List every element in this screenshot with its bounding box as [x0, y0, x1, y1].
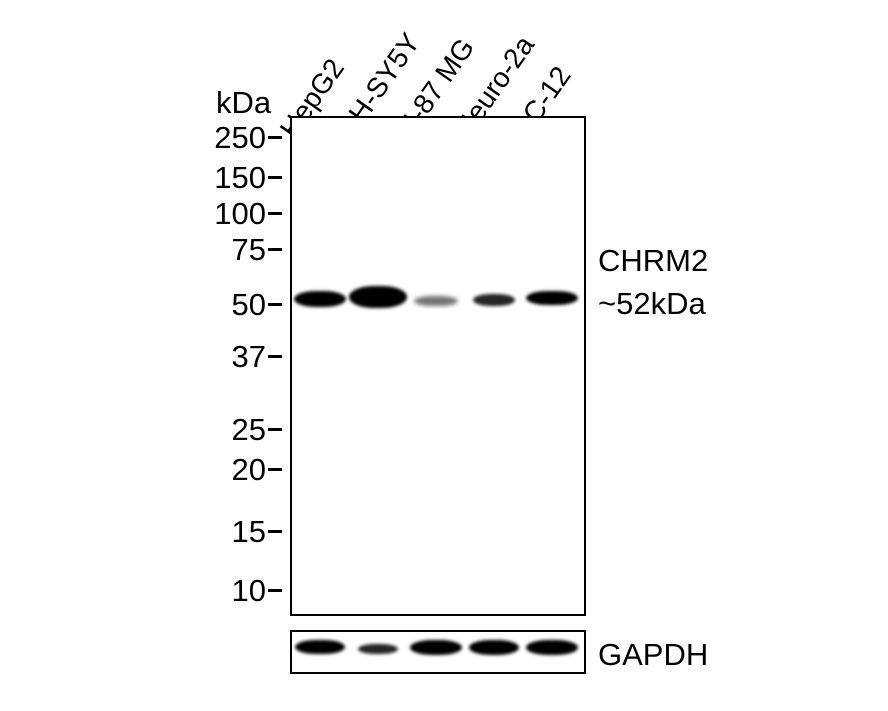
mw-tick — [268, 303, 282, 306]
mw-50: 50 — [210, 287, 266, 323]
mw-tick — [268, 468, 282, 471]
band-chrm2-lane1 — [294, 291, 346, 307]
mw-10: 10 — [210, 573, 266, 609]
mw-tick — [268, 212, 282, 215]
mw-150: 150 — [210, 160, 266, 196]
band-gapdh-lane3 — [410, 640, 462, 655]
mw-75: 75 — [210, 232, 266, 268]
mw-tick — [268, 428, 282, 431]
band-gapdh-lane1 — [295, 640, 345, 654]
band-gapdh-lane5 — [526, 640, 578, 655]
band-chrm2-lane2 — [349, 286, 407, 308]
band-chrm2-lane4 — [473, 294, 515, 306]
mw-tick — [268, 530, 282, 533]
mw-37: 37 — [210, 339, 266, 375]
mw-250: 250 — [210, 120, 266, 156]
mw-25: 25 — [210, 412, 266, 448]
band-chrm2-lane5 — [526, 291, 578, 305]
main-blot-box — [290, 116, 586, 616]
mw-tick — [268, 176, 282, 179]
western-blot-figure: kDa HepG2 SH-SY5Y U-87 MG Neuro-2a PC-12… — [0, 0, 888, 711]
observed-mw-label: ~52kDa — [598, 286, 706, 322]
band-gapdh-lane4 — [469, 640, 519, 655]
band-chrm2-lane3 — [414, 296, 458, 306]
target-name-label: CHRM2 — [598, 243, 708, 279]
mw-tick — [268, 355, 282, 358]
mw-15: 15 — [210, 514, 266, 550]
mw-tick — [268, 589, 282, 592]
kda-header: kDa — [216, 85, 271, 121]
band-gapdh-lane2 — [358, 644, 398, 654]
mw-tick — [268, 136, 282, 139]
mw-tick — [268, 248, 282, 251]
gapdh-label: GAPDH — [598, 637, 708, 673]
mw-20: 20 — [210, 452, 266, 488]
mw-100: 100 — [210, 196, 266, 232]
